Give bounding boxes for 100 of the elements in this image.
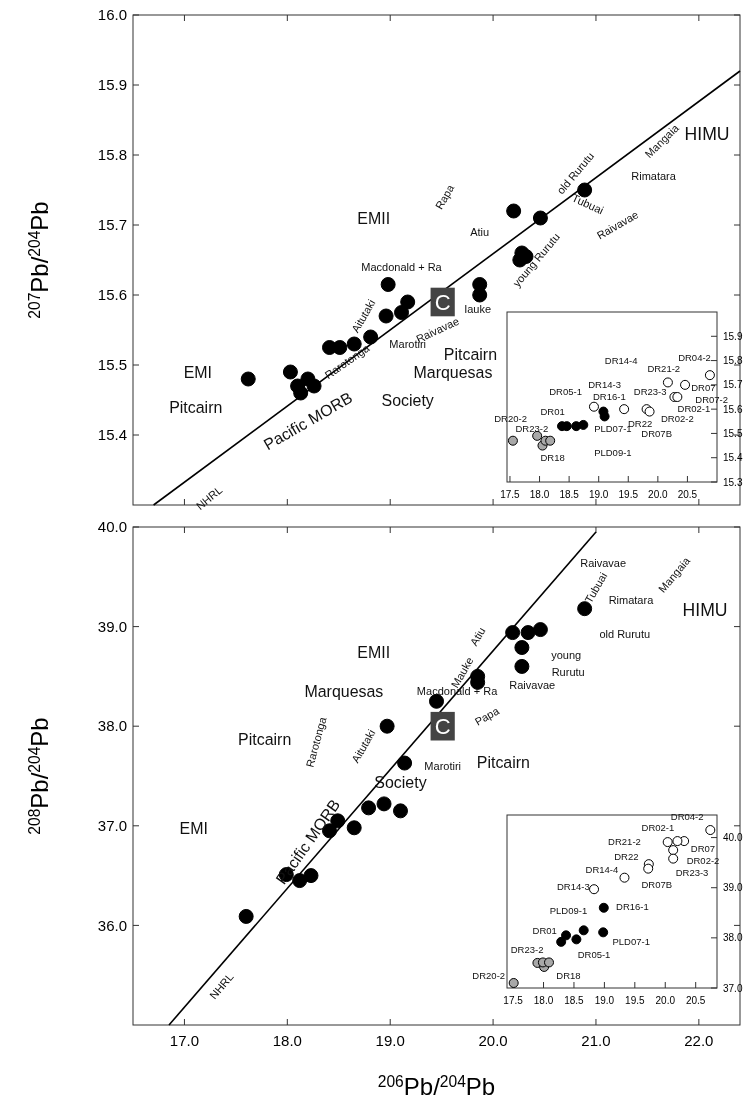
annotation: EMII bbox=[357, 644, 391, 662]
y-tick-label: 38.0 bbox=[97, 717, 127, 735]
annotation: DR04-2 bbox=[670, 810, 704, 822]
annotation: Rimatara bbox=[608, 593, 655, 606]
x-tick-label: 20.0 bbox=[478, 1032, 508, 1049]
y-tick-label: 15.9 bbox=[97, 76, 127, 94]
annotation: DR20-2 bbox=[472, 969, 506, 981]
annotation: Society bbox=[381, 391, 434, 409]
annotation: C bbox=[434, 289, 451, 315]
annotation: DR18 bbox=[556, 969, 581, 981]
x-tick-label: 22.0 bbox=[684, 1032, 714, 1049]
x-tick-label: 18.5 bbox=[559, 489, 580, 500]
annotation: Rimatara bbox=[631, 169, 677, 182]
annotation: old Rurutu bbox=[599, 628, 651, 641]
annotation: DR07-2 bbox=[695, 393, 729, 405]
x-tick-label: 19.0 bbox=[375, 1032, 405, 1049]
y-tick-label: 15.7 bbox=[723, 379, 743, 391]
annotation: DR23-3 bbox=[675, 867, 709, 879]
annotation: DR07 bbox=[691, 381, 716, 393]
annotation: young bbox=[551, 649, 582, 662]
y-tick-label: 40.0 bbox=[97, 518, 127, 536]
annotation: Pitcairn bbox=[476, 753, 530, 771]
y-tick-label: 38.0 bbox=[723, 932, 743, 944]
annotation: HIMU bbox=[684, 124, 730, 145]
annotation: DR05-1 bbox=[577, 948, 611, 960]
y-tick-label: 15.7 bbox=[97, 216, 127, 234]
annotation: Macdonald + Ra bbox=[361, 260, 443, 273]
annotation: DR22 bbox=[614, 850, 639, 862]
annotation: DR23-3 bbox=[633, 386, 667, 398]
y-tick-label: 37.0 bbox=[723, 982, 743, 994]
annotation: Marquesas bbox=[413, 363, 493, 381]
y-tick-label: 15.8 bbox=[97, 146, 127, 164]
x-tick-label: 18.5 bbox=[564, 995, 585, 1006]
annotation: PLD09-1 bbox=[549, 904, 588, 916]
annotation: DR14-3 bbox=[556, 881, 590, 893]
annotation: EMI bbox=[183, 363, 212, 381]
annotation: DR07B bbox=[641, 878, 673, 890]
annotation: DR02-1 bbox=[677, 403, 711, 415]
annotation: Iauke bbox=[464, 302, 492, 315]
annotation: DR07B bbox=[641, 427, 672, 439]
x-tick-label: 17.0 bbox=[169, 1032, 200, 1049]
annotation: DR02-2 bbox=[660, 413, 694, 425]
x-tick-label: 19.0 bbox=[588, 489, 609, 500]
x-tick-label: 20.0 bbox=[648, 489, 669, 500]
y-tick-label: 15.4 bbox=[97, 426, 127, 444]
annotation: DR04-2 bbox=[678, 352, 711, 364]
y-tick-label: 39.0 bbox=[723, 882, 743, 894]
x-tick-label: 19.5 bbox=[625, 995, 645, 1006]
annotation: DR14-4 bbox=[585, 864, 619, 876]
annotation: EMII bbox=[357, 209, 391, 227]
annotation: DR21-2 bbox=[647, 363, 681, 375]
annotation: Atiu bbox=[470, 225, 490, 238]
annotation: DR05-1 bbox=[549, 386, 582, 398]
annotation: Pitcairn bbox=[238, 730, 292, 748]
x-tick-label: 17.5 bbox=[503, 995, 524, 1006]
y-tick-label: 16.0 bbox=[97, 6, 127, 24]
annotation: DR21-2 bbox=[608, 836, 641, 848]
annotation: HIMU bbox=[682, 599, 728, 620]
y-tick-label: 15.5 bbox=[723, 427, 743, 439]
y-tick-label: 36.0 bbox=[97, 916, 127, 934]
y-tick-label: 15.5 bbox=[97, 356, 127, 374]
annotation: DR14-4 bbox=[604, 354, 638, 366]
annotation: DR23-2 bbox=[510, 943, 544, 955]
annotation: DR18 bbox=[540, 452, 565, 464]
y-tick-label: 15.8 bbox=[723, 355, 743, 367]
y-tick-label: 40.0 bbox=[723, 832, 743, 844]
x-tick-label: 21.0 bbox=[581, 1032, 611, 1049]
annotation: Pitcairn bbox=[169, 398, 223, 416]
annotation: Rurutu bbox=[551, 666, 585, 679]
annotation: Marotiri bbox=[424, 759, 462, 772]
annotation: DR01 bbox=[532, 924, 557, 936]
x-tick-label: 18.0 bbox=[272, 1032, 302, 1049]
annotation: EMI bbox=[179, 820, 208, 838]
y-tick-label: 37.0 bbox=[97, 817, 127, 835]
x-tick-label: 18.0 bbox=[533, 995, 554, 1006]
annotation: DR02-1 bbox=[641, 821, 675, 833]
x-tick-label: 19.0 bbox=[594, 995, 615, 1006]
annotation: DR02-2 bbox=[686, 855, 720, 867]
y-tick-label: 39.0 bbox=[97, 617, 127, 635]
annotation: DR14-3 bbox=[588, 379, 621, 391]
x-tick-label: 18.0 bbox=[529, 489, 550, 500]
y-tick-label: 15.6 bbox=[723, 403, 743, 415]
x-tick-label: 20.5 bbox=[677, 489, 698, 500]
annotation: Pitcairn bbox=[443, 346, 498, 364]
x-axis-title: $^{206}$Pb/$^{204}$Pb bbox=[377, 1072, 496, 1100]
annotation: Raivavae bbox=[580, 556, 627, 569]
y-tick-label: 15.4 bbox=[723, 452, 743, 464]
annotation: Marquesas bbox=[304, 682, 384, 700]
x-tick-label: 19.5 bbox=[618, 489, 639, 500]
y-tick-label: 15.3 bbox=[723, 476, 743, 488]
y-tick-label: 15.6 bbox=[97, 286, 127, 304]
annotation: Papa bbox=[472, 704, 502, 728]
annotation: DR07 bbox=[690, 842, 716, 854]
annotation: DR01 bbox=[540, 405, 565, 417]
y-tick-label: 15.9 bbox=[723, 330, 743, 342]
annotation: C bbox=[434, 713, 451, 739]
annotation: DR20-2 bbox=[494, 413, 527, 425]
annotation: Raivavae bbox=[509, 679, 556, 692]
annotation: PLD07-1 bbox=[612, 936, 650, 948]
annotation: PLD09-1 bbox=[594, 447, 632, 459]
